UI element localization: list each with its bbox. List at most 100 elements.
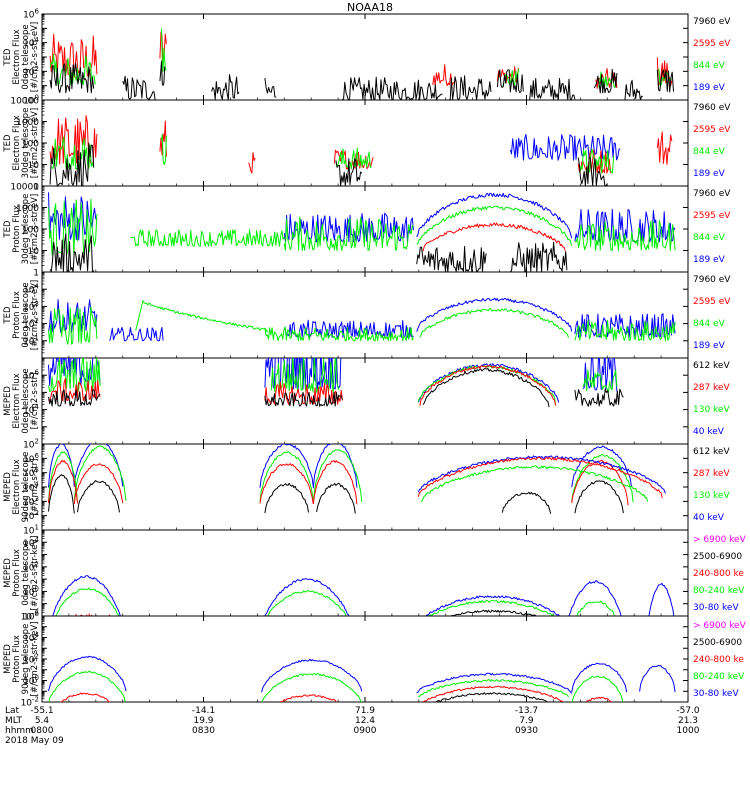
legend-entry: 240-800 ke [693,569,744,579]
legend-entry: 80-240 keV [693,672,745,682]
series-trace [418,679,569,698]
series-trace [161,28,167,72]
series-trace [571,675,624,702]
legend-entry: > 6900 keV [693,621,747,631]
y-tick-label: 10 [28,161,40,171]
legend-entry: 189 eV [693,169,726,179]
series-trace [48,389,101,407]
series-trace [48,358,101,393]
legend-entry: 7960 eV [693,17,731,27]
series-trace [48,299,98,333]
legend-entry: 2500-6900 [693,638,742,648]
legend-entry: 240-800 ke [693,655,744,665]
x-row-label: 2018 May 09 [5,736,64,746]
y-axis-label: TED [3,134,13,153]
y-axis-label: [#/cm2-s-str] [30,373,40,430]
series-trace [161,134,167,165]
legend-entry: 30-80 keV [693,603,739,613]
x-tick-mlt: 5.4 [35,716,50,726]
series-trace [443,627,543,640]
y-axis-label: [#/cm2-s-str-eV] [30,194,40,264]
y-axis-label: [#/cm2-s-str] [30,459,40,516]
series-trace [264,78,277,98]
x-tick-mlt: 19.9 [193,716,213,726]
series-trace [416,205,573,246]
y-axis-label: Proton Flux [12,635,22,683]
series-trace [70,613,111,616]
legend-entry: 612 keV [693,361,730,371]
y-axis-label: Proton Flux [12,291,22,339]
chart-title: NOAA18 [347,1,393,14]
series-trace [348,615,349,616]
series-trace [73,463,124,504]
traces [48,655,676,702]
legend-entry: 189 eV [693,341,726,351]
series-trace [571,445,632,488]
series-trace [574,388,624,407]
traces [48,297,676,345]
y-axis-label: Electron Flux [12,459,22,514]
series-trace [656,131,673,165]
series-trace [582,369,618,393]
y-tick-label: 100 [22,140,39,150]
series-trace [248,152,256,174]
panel-2: 1 10 100 1000 10000 TED Electron Flux 30deg tel… [3,97,731,193]
panel-frame [41,271,689,359]
x-tick-hhmm: 1000 [677,726,700,736]
series-trace [335,147,372,170]
series-trace [420,626,567,638]
series-trace [416,246,487,272]
series-trace [51,136,95,170]
legend-entry: 40 keV [693,513,725,523]
series-trace [48,655,127,692]
series-trace [509,241,568,272]
series-trace [135,300,269,332]
series-trace [264,358,342,390]
y-axis-label: MEPED [3,386,13,416]
x-tick-mlt: 7.9 [519,716,534,726]
y-tick-label: 1 [33,183,39,193]
x-tick-lat: -57.0 [676,706,700,716]
legend-entry: 2595 eV [693,125,731,135]
y-tick-label: 106 [23,8,39,21]
series-trace [283,319,414,338]
series-trace [417,456,663,499]
series-trace [122,75,156,100]
series-trace [422,368,550,408]
series-trace [283,216,414,251]
x-tick-hhmm: 0930 [515,726,538,736]
series-trace [259,444,314,488]
series-trace [574,313,676,338]
series-trace [435,692,550,702]
series-trace [77,480,120,513]
legend-entry: 189 eV [693,255,726,265]
x-tick-mlt: 21.3 [678,716,698,726]
series-trace [48,198,98,256]
series-trace [419,365,557,406]
legend-entry: 80-240 keV [693,586,745,596]
series-trace [422,685,564,702]
series-trace [582,358,618,392]
y-tick-label: 102 [23,438,39,451]
series-trace [448,75,492,100]
panel-frame [41,13,689,101]
series-trace [312,449,363,503]
series-trace [73,444,124,487]
series-trace [575,626,624,638]
series-trace [419,308,569,338]
traces [48,444,666,514]
x-tick-hhmm: 0800 [31,726,54,736]
y-axis-label: MEPED [3,644,13,674]
series-trace [597,71,616,89]
series-trace [60,692,111,702]
series-trace [342,76,443,100]
series-trace [639,665,676,693]
series-trace [416,192,573,239]
y-axis-label: MEPED [3,472,13,502]
legend-entry: 844 eV [693,233,726,243]
series-trace [574,480,624,514]
y-axis-label: Proton Flux [12,549,22,597]
traces [52,575,675,640]
series-trace [624,79,643,100]
